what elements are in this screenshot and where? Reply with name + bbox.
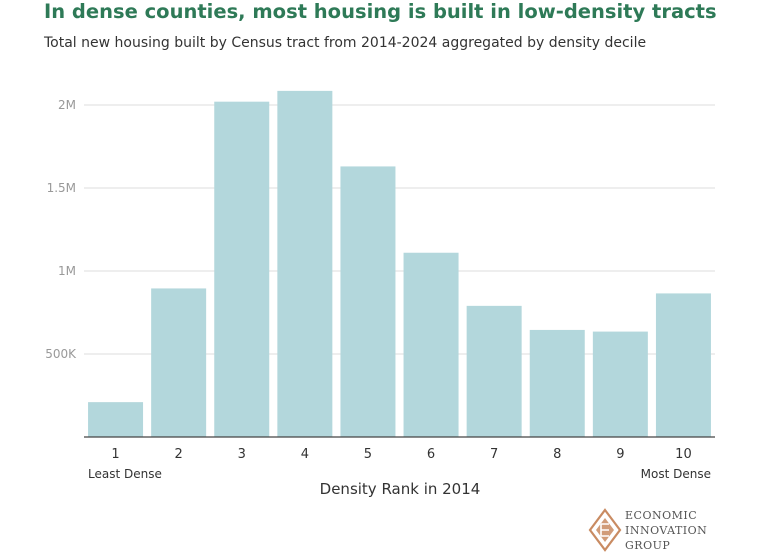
bar-2: [151, 288, 207, 437]
x-tick-label: 2: [175, 447, 183, 462]
y-tick-label: 1M: [58, 264, 76, 278]
x-tick-label: 8: [553, 447, 561, 462]
y-tick-label: 500K: [45, 347, 77, 361]
bar-3: [214, 101, 270, 438]
y-tick-label: 1.5M: [47, 181, 76, 195]
eig-logo: ECONOMIC INNOVATION GROUP: [588, 508, 728, 554]
bar-9: [592, 331, 648, 437]
x-tick-labels: 1 2 3 4 5 6 7 8 9 10: [111, 447, 691, 462]
x-tick-label: 4: [301, 447, 309, 462]
bar-5: [340, 166, 396, 438]
bar-8: [529, 329, 585, 437]
x-tick-label: 1: [111, 447, 119, 462]
bar-7: [466, 305, 522, 437]
y-tick-label: 2M: [58, 98, 76, 112]
chart-subtitle: Total new housing built by Census tract …: [44, 35, 647, 51]
x-axis-label: Density Rank in 2014: [320, 480, 481, 498]
eig-logo-icon: [588, 508, 622, 552]
x-tick-label: 9: [616, 447, 624, 462]
bar-6: [403, 252, 459, 437]
x-tick-label: 10: [675, 447, 692, 462]
x-tick-label: 5: [364, 447, 372, 462]
x-tick-label: 7: [490, 447, 498, 462]
logo-line-2: INNOVATION: [625, 524, 708, 537]
x-tick-label: 6: [427, 447, 435, 462]
bar-1: [88, 402, 144, 437]
x-tick-label: 3: [238, 447, 246, 462]
logo-line-1: ECONOMIC: [625, 509, 698, 522]
logo-line-3: GROUP: [625, 539, 671, 552]
bars: [88, 90, 711, 438]
most-dense-annotation: Most Dense: [641, 467, 711, 481]
least-dense-annotation: Least Dense: [88, 467, 162, 481]
chart-title: In dense counties, most housing is built…: [44, 0, 717, 23]
bar-10: [655, 293, 711, 437]
y-tick-labels: 500K 1M 1.5M 2M: [45, 98, 77, 361]
bar-4: [277, 90, 333, 437]
bar-chart: 500K 1M 1.5M 2M 1 2 3 4 5 6 7 8 9 10 Least Dense Mos…: [45, 90, 715, 498]
